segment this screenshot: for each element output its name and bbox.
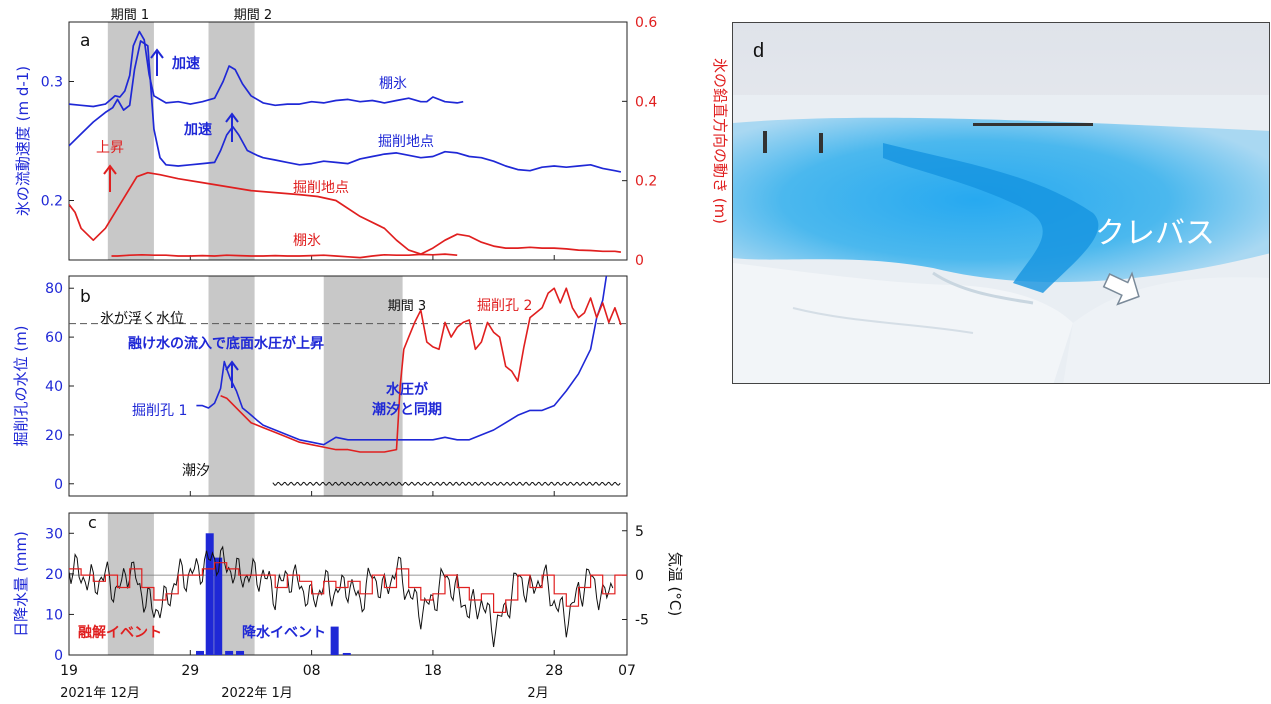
month-label-jan: 2022年 1月	[221, 686, 293, 701]
temperature-daily-mean-line	[69, 562, 627, 614]
series-label-borehole-2: 掘削孔 2	[477, 298, 532, 314]
precip-bar	[196, 650, 205, 655]
panel-b-ylabel: 掘削孔の水位 (m)	[12, 325, 30, 446]
temperature-line	[69, 545, 614, 648]
y-tick-label: 0.3	[41, 75, 63, 91]
y-tick-label: 60	[45, 330, 63, 346]
precip-bar	[225, 650, 234, 655]
annotation-water-pressure-1: 水圧が	[386, 381, 429, 398]
y2-tick-label: 5	[635, 524, 644, 540]
crevasse-label: クレバス	[1095, 216, 1215, 251]
x-tick-label: 07	[618, 663, 636, 679]
y-tick-label: 40	[45, 379, 63, 395]
x-tick-label: 29	[181, 663, 199, 679]
y2-tick-label: 0	[635, 253, 644, 269]
x-tick-label: 08	[303, 663, 321, 679]
panel-c-ylabel2: 気温 (°C)	[666, 552, 684, 616]
panel-a-series	[69, 30, 622, 259]
annotation-accelerate-2: 加速	[183, 121, 212, 138]
series-label-borehole-1: 掘削孔 1	[132, 403, 187, 419]
panel-c-series	[69, 533, 627, 655]
y2-tick-label: 0.4	[635, 94, 657, 110]
y-tick-label: 80	[45, 281, 63, 297]
series-line-a0	[69, 30, 464, 108]
series-label-shelf-red: 棚氷	[293, 233, 321, 249]
precip-bar	[236, 650, 245, 655]
y-tick-label: 20	[45, 567, 63, 583]
precip-bar	[214, 557, 223, 655]
arrow-up-icon	[103, 164, 117, 192]
y2-tick-label: 0	[635, 568, 644, 584]
panel-label-a: a	[80, 31, 90, 51]
month-label-feb: 2月	[527, 686, 548, 701]
annotation-melt-event: 融解イベント	[78, 624, 162, 641]
axis-ticks: 0.2 0.3 0 0.2 0.4 0.6 0 20 40 60 80 0 10 20 30 -5 0 5 19 29…	[41, 15, 658, 679]
series-label-shelf-blue: 棚氷	[379, 76, 407, 92]
series-label-drill-blue: 掘削地点	[378, 134, 434, 150]
y2-tick-label: -5	[635, 613, 649, 629]
precip-bar	[330, 626, 339, 655]
series-line-a3	[111, 253, 458, 259]
annotation-meltwater: 融け水の流入で底面水圧が上昇	[128, 335, 324, 352]
period-band	[323, 276, 403, 496]
panel-label-c: c	[88, 513, 97, 532]
floating-level-label: 氷が浮く水位	[100, 311, 184, 327]
panel-a-ylabel2: 氷の鉛直方向の動き (m)	[711, 58, 729, 224]
series-line-a1	[69, 40, 622, 173]
panel-label-b: b	[80, 287, 91, 307]
arrow-up-icon	[225, 360, 239, 388]
arrow-up-icon	[150, 48, 164, 76]
y-tick-label: 20	[45, 428, 63, 444]
arrow-icon	[1102, 271, 1140, 306]
panel-a-frame	[68, 21, 628, 261]
panel-c-ylabel: 日降水量 (mm)	[12, 531, 30, 637]
panel-a-ylabel: 氷の流動速度 (m d-1)	[14, 66, 32, 216]
series-line-tide	[272, 481, 621, 486]
y-tick-label: 10	[45, 607, 63, 623]
annotation-accelerate-1: 加速	[171, 55, 200, 72]
x-tick-label: 28	[545, 663, 563, 679]
period-3-label: 期間 3	[388, 299, 426, 314]
annotation-precip-event: 降水イベント	[242, 624, 326, 641]
period-2-label: 期間 2	[234, 8, 272, 23]
month-label-dec: 2021年 12月	[60, 686, 140, 701]
period-band	[107, 513, 154, 655]
precip-bar	[205, 533, 214, 655]
period-1-label: 期間 1	[111, 8, 149, 23]
panel-label-d: d	[753, 40, 764, 62]
series-line-b1	[220, 287, 622, 453]
annotation-rise: 上昇	[96, 140, 124, 156]
y-tick-label: 0.2	[41, 194, 63, 210]
y-tick-label: 30	[45, 526, 63, 542]
y-tick-label: 0	[54, 477, 63, 493]
series-label-drill-red: 掘削地点	[293, 180, 349, 196]
y-tick-label: 0	[54, 648, 63, 664]
x-tick-label: 18	[424, 663, 442, 679]
series-label-tide: 潮汐	[182, 463, 210, 479]
y2-tick-label: 0.2	[635, 174, 657, 190]
arrow-up-icon	[225, 112, 239, 142]
annotation-water-pressure-2: 潮汐と同期	[372, 401, 442, 418]
precip-bar	[342, 652, 351, 655]
x-tick-label: 19	[60, 663, 78, 679]
crevasse-photo: d クレバス	[732, 22, 1270, 384]
series-line-a2	[69, 171, 622, 255]
y2-tick-label: 0.6	[635, 15, 657, 31]
